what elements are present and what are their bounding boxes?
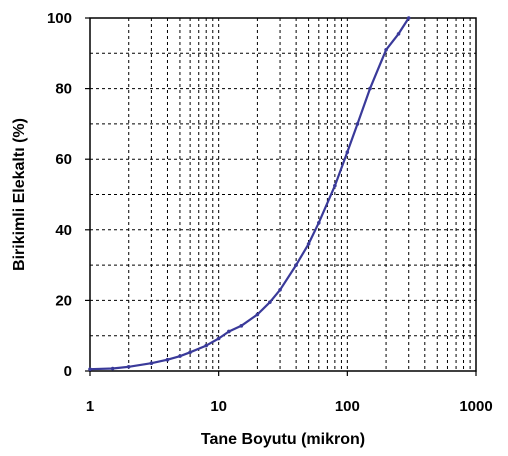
data-point: [333, 183, 337, 188]
data-point: [294, 263, 298, 267]
data-point: [306, 242, 311, 246]
data-point: [110, 366, 115, 371]
x-axis-title: Tane Boyutu (mikron): [201, 431, 365, 448]
data-point: [355, 122, 360, 126]
grid-layer: [90, 18, 476, 371]
data-point: [178, 354, 182, 358]
data-point: [396, 32, 401, 36]
data-point: [345, 150, 350, 154]
y-tick-label: 60: [55, 151, 72, 168]
data-point: [278, 288, 282, 292]
x-tick-label: 1: [86, 398, 94, 415]
data-point: [149, 361, 154, 366]
plot-frame: [89, 17, 477, 372]
y-tick-label: 40: [55, 222, 72, 239]
data-point: [406, 16, 411, 20]
y-tick-label: 80: [55, 81, 72, 98]
data-point: [239, 324, 244, 328]
series-layer: [88, 16, 411, 372]
series-line: [88, 16, 410, 371]
y-axis-title: Birikimli Elekaltı (%): [11, 118, 28, 271]
data-point: [88, 367, 92, 372]
y-tick-label: 20: [55, 292, 72, 309]
data-point: [384, 47, 388, 52]
data-point: [188, 350, 192, 355]
data-point: [165, 357, 170, 362]
data-point: [216, 336, 221, 341]
data-point: [255, 312, 260, 317]
data-point: [126, 364, 131, 369]
data-point: [227, 329, 231, 334]
x-tick-label: 100: [335, 398, 360, 415]
y-tick-label: 100: [47, 10, 72, 27]
x-tick-label: 1000: [459, 398, 492, 415]
tick-layer: 1 10 100 1000 0 20 40 60 80 100: [47, 10, 493, 415]
data-point: [268, 300, 272, 304]
data-point: [368, 86, 372, 91]
y-tick-label: 0: [64, 363, 72, 380]
data-point: [204, 343, 208, 348]
data-point: [316, 220, 321, 225]
x-tick-label: 10: [210, 398, 227, 415]
